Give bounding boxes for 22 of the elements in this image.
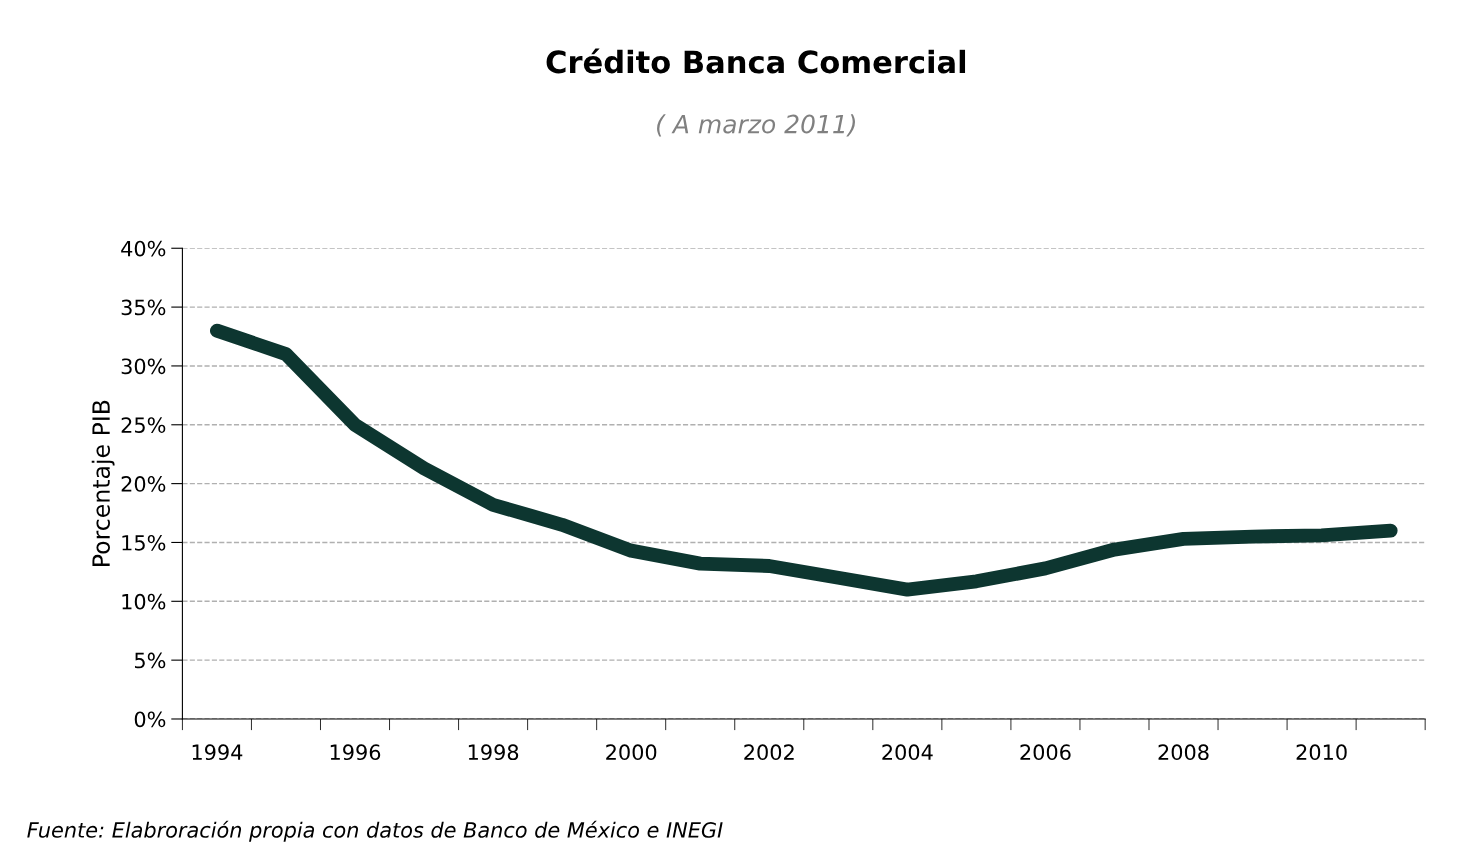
x-tick-label: 2002 bbox=[744, 744, 794, 761]
source-note: Fuente: Elabroración propia con datos de Banco de México e INEGI bbox=[27, 820, 723, 842]
y-tick-label: 40% bbox=[121, 240, 166, 257]
y-tick-label: 5% bbox=[134, 652, 166, 669]
x-tick-label: 2004 bbox=[882, 744, 933, 761]
x-tick-label: 1996 bbox=[330, 744, 381, 761]
y-tick-label: 30% bbox=[121, 358, 166, 375]
x-tick-label: 2006 bbox=[1020, 744, 1071, 761]
y-tick-label: 25% bbox=[121, 417, 166, 433]
y-axis-title: Porcentaje PIB bbox=[91, 400, 115, 566]
x-tick-label: 2010 bbox=[1296, 744, 1347, 761]
x-tick-label: 2000 bbox=[606, 744, 657, 761]
y-tick-label: 0% bbox=[134, 711, 166, 728]
chart-title: Crédito Banca Comercial bbox=[546, 48, 966, 74]
y-tick-label: 10% bbox=[122, 593, 166, 610]
y-tick-label: 15% bbox=[122, 534, 166, 551]
chart-subtitle: ( A marzo 2011) bbox=[657, 114, 855, 137]
y-tick-label: 20% bbox=[121, 476, 166, 492]
x-tick-label: 1998 bbox=[468, 744, 519, 761]
x-tick-label: 1994 bbox=[192, 744, 243, 761]
x-tick-label: 2008 bbox=[1158, 744, 1209, 761]
y-tick-label: 35% bbox=[121, 299, 166, 316]
